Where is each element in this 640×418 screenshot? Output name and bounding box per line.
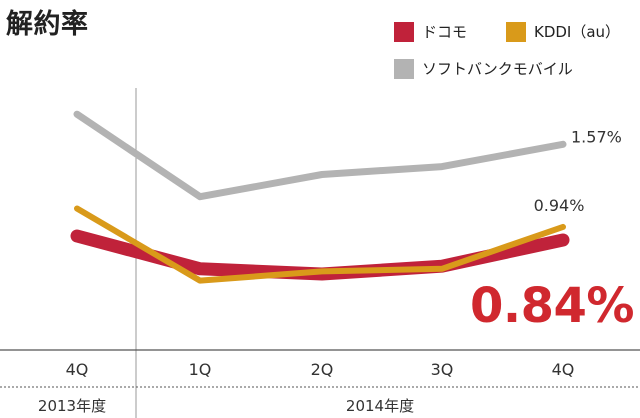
fiscal-year-label: 2014年度 [346,397,414,415]
legend-label-docomo: ドコモ [422,23,468,41]
legend-item-kddi: KDDI（au） [506,21,620,42]
legend-item-docomo: ドコモ [394,21,467,42]
legend-swatch-docomo [394,21,414,42]
x-tick-label: 2Q [311,360,334,379]
x-tick-label: 4Q [552,360,575,379]
legend-swatch-softbank [394,58,414,79]
x-tick-label: 1Q [189,360,212,379]
x-tick-label: 3Q [431,360,454,379]
legend-label-kddi: KDDI（au） [534,23,621,41]
series-line-kddi [74,205,566,284]
legend-label-softbank: ソフトバンクモバイル [422,60,573,78]
end-label-softbank: 1.57% [571,127,622,146]
legend-swatch-kddi [506,21,526,42]
series-line-softbank [73,110,567,201]
x-tick-label: 4Q [66,360,89,379]
legend-item-softbank: ソフトバンクモバイル [394,58,573,79]
fiscal-year-label: 2013年度 [38,397,106,415]
chart-title: 解約率 [6,9,89,40]
highlight-value: 0.84% [469,278,635,334]
end-label-kddi: 0.94% [534,196,585,215]
